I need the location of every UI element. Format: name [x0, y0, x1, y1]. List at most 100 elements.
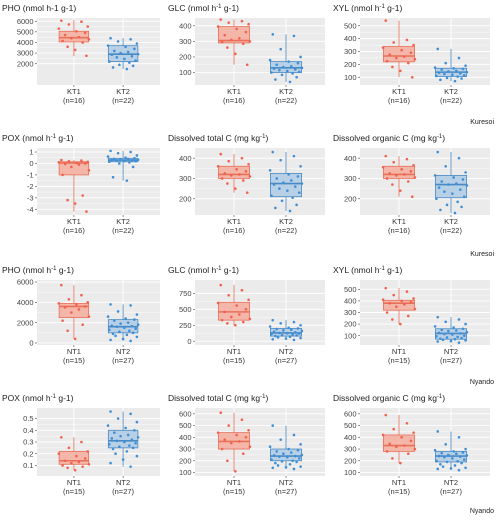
data-point: [452, 326, 455, 329]
y-tick-label: 200: [344, 456, 357, 465]
data-point: [458, 72, 462, 75]
data-point: [234, 470, 237, 473]
data-point: [86, 160, 90, 164]
data-point: [110, 324, 114, 328]
y-tick-label: 300: [179, 445, 192, 454]
data-point: [439, 337, 442, 340]
panel-title-sup: -1: [379, 266, 385, 272]
plot-background: [195, 18, 325, 85]
y-tick-label: 0.4: [23, 426, 33, 435]
data-point: [126, 50, 130, 54]
data-point: [67, 297, 71, 301]
data-point: [123, 159, 126, 163]
data-point: [439, 208, 442, 212]
y-tick-label: 100: [344, 73, 357, 82]
data-point: [400, 168, 403, 171]
data-point: [245, 63, 249, 67]
data-point: [130, 438, 134, 441]
data-point: [63, 33, 67, 37]
panel-title-sup: -1: [379, 4, 385, 10]
box: [217, 26, 250, 44]
data-point: [456, 460, 459, 463]
data-point: [70, 461, 73, 465]
data-point: [135, 313, 139, 316]
data-point: [436, 150, 440, 154]
data-point: [226, 182, 229, 185]
data-point: [300, 182, 304, 185]
data-point: [81, 194, 84, 197]
box: [382, 299, 415, 311]
panel-title-tail: ): [265, 393, 268, 403]
data-point: [465, 70, 469, 74]
data-point: [116, 417, 120, 420]
data-point: [410, 75, 414, 79]
data-point: [87, 462, 91, 466]
data-point: [445, 336, 449, 339]
panel-title: POX (nmol h-1 g-1): [2, 393, 74, 403]
data-point: [109, 338, 112, 342]
data-point: [129, 150, 132, 154]
data-point: [384, 19, 388, 22]
data-point: [135, 335, 139, 339]
panel-title: Dissolved organic C (mg kg-1): [333, 133, 445, 143]
data-point: [234, 52, 237, 56]
y-tick-label: 250: [179, 321, 192, 330]
data-point: [123, 326, 126, 330]
data-point: [440, 68, 444, 71]
plot-background: [360, 148, 490, 215]
y-tick-label: 300: [179, 37, 192, 46]
data-point: [433, 448, 437, 452]
data-point: [405, 38, 409, 42]
data-point: [447, 70, 450, 73]
data-point: [392, 41, 395, 44]
data-point: [60, 19, 63, 22]
sample-size-label: (n=16): [223, 96, 245, 105]
data-point: [400, 48, 403, 52]
panel-title-sup: -1: [260, 394, 266, 400]
data-point: [107, 328, 111, 332]
box: [382, 434, 415, 452]
data-point: [449, 467, 453, 470]
data-point: [129, 304, 132, 307]
sample-size-label: (n=16): [388, 96, 410, 105]
data-point: [113, 319, 116, 322]
data-point: [123, 57, 126, 61]
data-point: [436, 315, 440, 319]
category-label: NT1: [227, 347, 241, 356]
data-point: [460, 205, 463, 209]
y-tick-label: 4000: [17, 298, 34, 307]
data-point: [384, 154, 388, 158]
y-tick-label: 500: [179, 421, 192, 430]
data-point: [464, 339, 467, 342]
y-tick-label: 5000: [17, 27, 34, 36]
panel-title-main: GLC (nmol h: [168, 3, 216, 13]
data-point: [290, 179, 293, 182]
data-point: [291, 333, 294, 337]
data-point: [280, 333, 284, 337]
panel: Dissolved organic C (mg kg-1) 100 200 300 40…: [333, 393, 490, 496]
data-point: [381, 46, 385, 49]
panel-title: Dissolved total C (mg kg-1): [168, 133, 268, 143]
data-point: [299, 465, 302, 468]
data-point: [63, 306, 67, 309]
sample-size-label: (n=16): [223, 226, 245, 235]
data-point: [115, 325, 119, 329]
panel: Dissolved total C (mg kg-1)200300400KT1(…: [168, 133, 325, 235]
data-point: [399, 322, 402, 326]
data-point: [124, 156, 127, 160]
data-point: [128, 161, 131, 164]
data-point: [111, 332, 115, 336]
data-point: [456, 200, 459, 204]
panel: GLC (nmol h-1 g-1) 100 200 300 400 KT1(n=16) K…: [168, 3, 325, 105]
data-point: [409, 439, 413, 443]
data-point: [455, 329, 458, 332]
panel-title: PHO (nmol h-1 g-1): [2, 265, 74, 275]
data-point: [299, 55, 302, 59]
panel-title-tail: ): [442, 133, 445, 143]
data-point: [81, 41, 84, 44]
sample-size-label: (n=16): [388, 226, 410, 235]
data-point: [247, 22, 250, 26]
data-point: [388, 172, 392, 175]
data-point: [271, 33, 275, 36]
sample-size-label: (n=27): [275, 487, 297, 496]
